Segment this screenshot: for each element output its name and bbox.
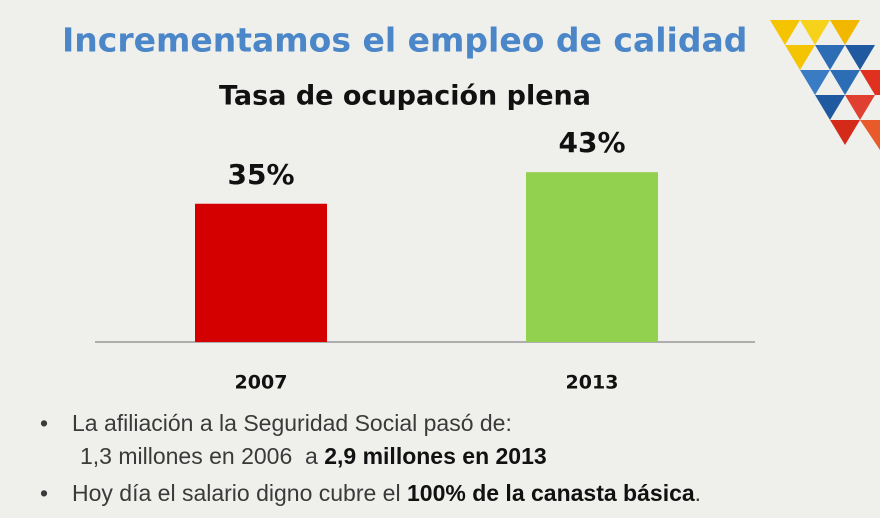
- bullet-bold: 2,9 millones en 2013: [324, 443, 546, 469]
- chart-title: Tasa de ocupación plena: [219, 81, 591, 112]
- slide-title: Incrementamos el empleo de calidad: [62, 21, 747, 60]
- x-tick-label: 2013: [566, 372, 619, 394]
- bullet-bold: 100% de la canasta básica: [407, 480, 695, 506]
- bullet-text: La afiliación a la Seguridad Social pasó…: [72, 410, 512, 436]
- bullet-text: Hoy día el salario digno cubre el: [72, 480, 407, 506]
- bullet-text: .: [695, 480, 701, 506]
- decoration: [770, 20, 880, 150]
- bullet: •: [40, 410, 48, 436]
- bullet-text: Hoy día el salario digno cubre el 100% d…: [72, 480, 701, 506]
- bullet: •: [40, 480, 48, 506]
- x-tick-label: 2007: [235, 372, 288, 394]
- bullet-text: 1,3 millones en 2006 a 2,9 millones en 2…: [80, 443, 547, 469]
- bar: [195, 203, 327, 342]
- bullet-text: 1,3 millones en 2006 a: [80, 443, 324, 469]
- value-label: 35%: [227, 158, 294, 191]
- bar: [526, 172, 658, 342]
- value-label: 43%: [558, 126, 625, 159]
